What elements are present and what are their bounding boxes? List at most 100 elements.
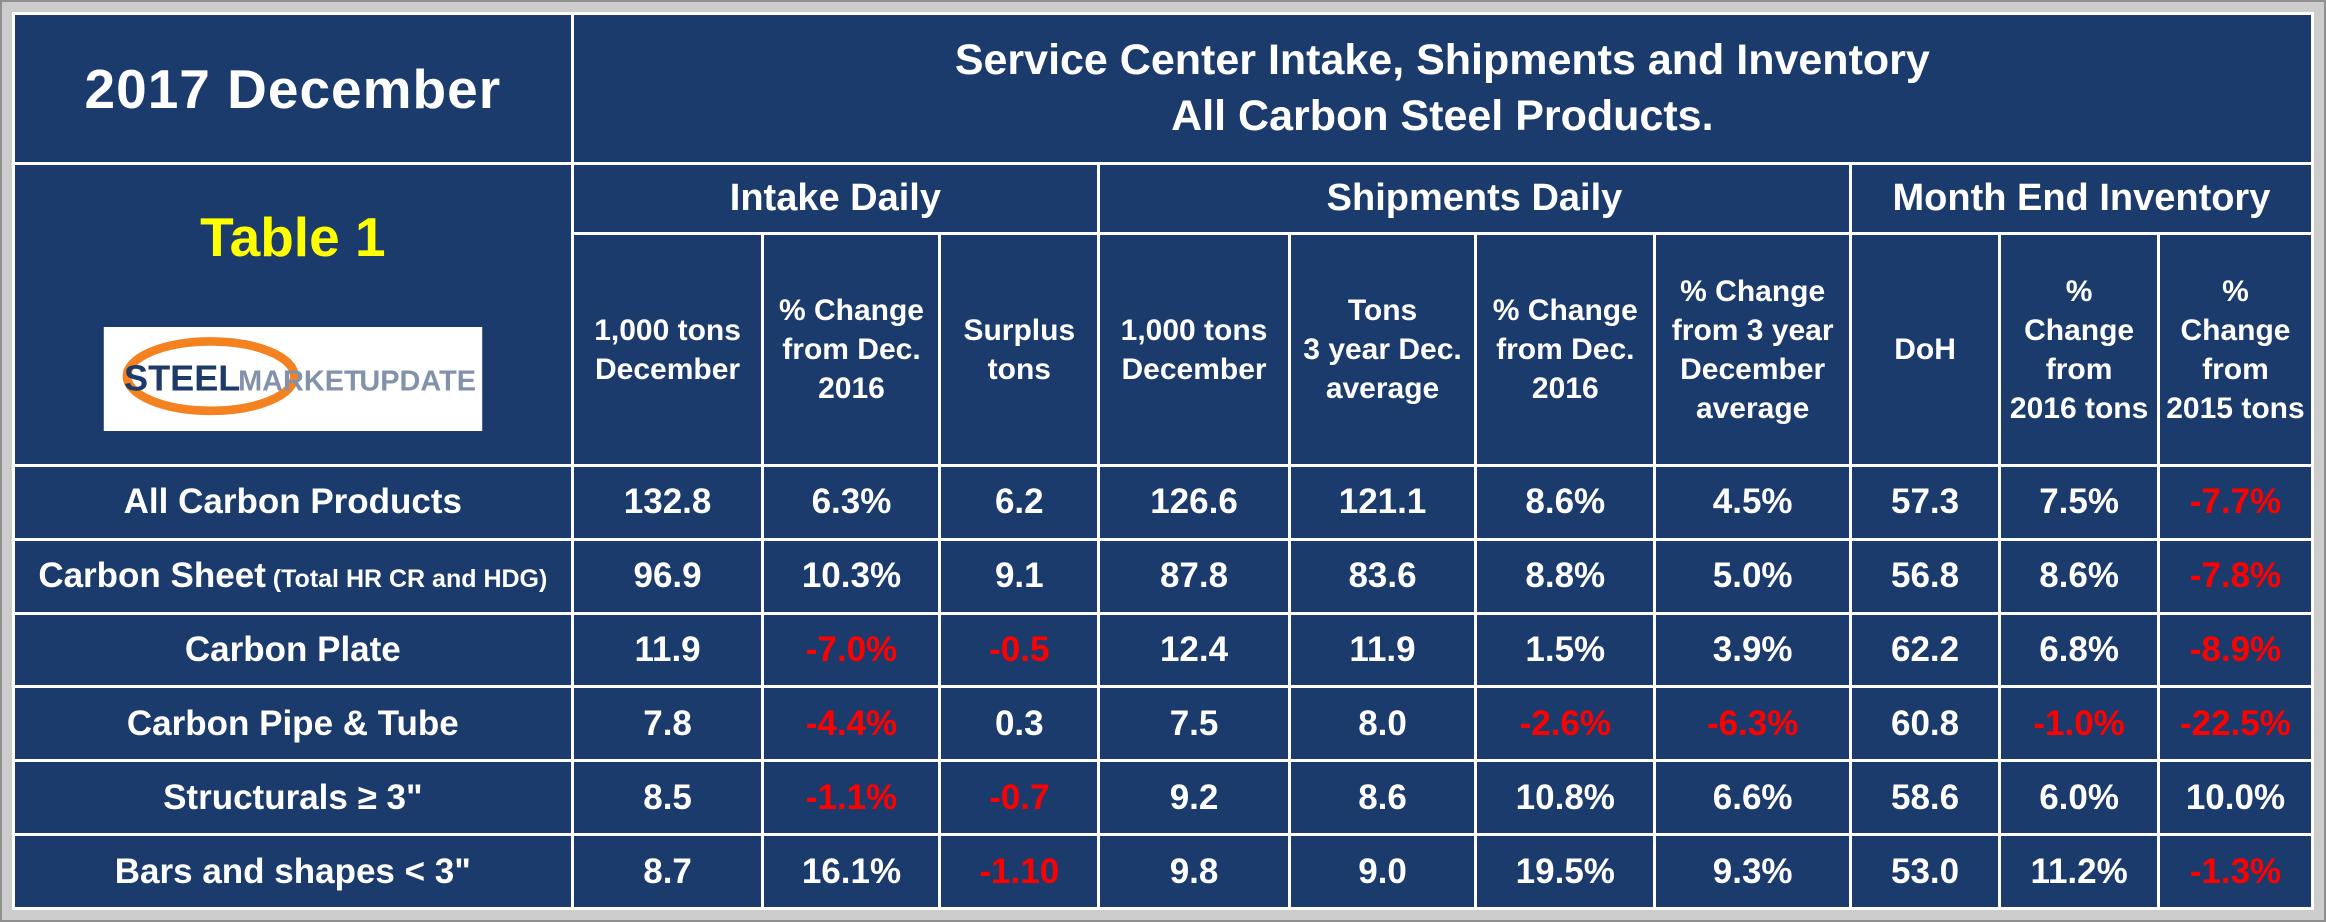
row-label: Carbon Pipe & Tube — [12, 685, 574, 763]
cell-value: 1.5% — [1474, 611, 1657, 689]
cell-value: -4.4% — [761, 685, 942, 763]
group-header-row: Table 1 STEEL MARKET UPDATE Intake Daily… — [12, 162, 2315, 467]
cell-value: 9.1 — [938, 537, 1101, 615]
column-header: % Change from Dec. 2016 — [761, 232, 942, 467]
table-row: All Carbon Products 132.8 6.3% 6.2 126.6 121.… — [12, 464, 2315, 541]
column-group-header: Month End Inventory — [1848, 162, 2315, 235]
cell-value: 0.3 — [938, 685, 1101, 763]
cell-value: 6.2 — [938, 464, 1101, 541]
cell-value: 8.7 — [570, 833, 765, 910]
cell-value: 62.2 — [1848, 611, 2002, 689]
period-cell: 2017 December — [12, 12, 574, 165]
cell-value: 5.0% — [1653, 537, 1852, 615]
column-group-header: Intake Daily — [570, 162, 1101, 235]
cell-value: 57.3 — [1848, 464, 2002, 541]
cell-value: 132.8 — [570, 464, 765, 541]
cell-value: 12.4 — [1097, 611, 1291, 689]
cell-value: -1.0% — [1998, 685, 2160, 763]
row-label: Carbon Sheet (Total HR CR and HDG) — [12, 537, 574, 615]
cell-value: 6.0% — [1998, 759, 2160, 837]
cell-value: 7.5 — [1097, 685, 1291, 763]
table-label-cell: Table 1 STEEL MARKET UPDATE — [12, 162, 574, 467]
cell-value: 58.6 — [1848, 759, 2002, 837]
cell-value: 60.8 — [1848, 685, 2002, 763]
title-row: 2017 December Service Center Intake, Shi… — [12, 12, 2315, 165]
data-table: 2017 December Service Center Intake, Shi… — [12, 12, 2315, 910]
cell-value: -0.7 — [938, 759, 1101, 837]
cell-value: 7.5% — [1998, 464, 2160, 541]
column-header: DoH — [1848, 232, 2002, 467]
cell-value: 9.0 — [1287, 833, 1478, 910]
cell-value: 10.8% — [1474, 759, 1657, 837]
logo-steel-text: STEEL — [124, 357, 240, 398]
cell-value: 6.3% — [761, 464, 942, 541]
cell-value: -1.3% — [2156, 833, 2315, 910]
cell-value: -7.8% — [2156, 537, 2315, 615]
cell-value: 6.6% — [1653, 759, 1852, 837]
column-group-header: Shipments Daily — [1097, 162, 1852, 235]
smu-logo: STEEL MARKET UPDATE — [103, 326, 483, 431]
table-row: Bars and shapes < 3" 8.7 16.1% -1.10 9.8 9.0 1… — [12, 833, 2315, 910]
column-header: % Change from Dec. 2016 — [1474, 232, 1657, 467]
column-header: Tons 3 year Dec. average — [1287, 232, 1478, 467]
title-line-2: All Carbon Steel Products. — [1171, 91, 1714, 140]
logo-swoosh-icon — [122, 336, 299, 415]
cell-value: 8.6% — [1998, 537, 2160, 615]
row-label: All Carbon Products — [12, 464, 574, 541]
title-line-1: Service Center Intake, Shipments and Inv… — [954, 35, 1930, 84]
column-header: Surplus tons — [938, 232, 1101, 467]
cell-value: 11.9 — [1287, 611, 1478, 689]
column-header-row: 1,000 tons December% Change from Dec. 20… — [14, 232, 2315, 467]
cell-value: -7.0% — [761, 611, 942, 689]
cell-value: 53.0 — [1848, 833, 2002, 910]
column-header: % Change from 2015 tons — [2156, 232, 2315, 467]
cell-value: 8.5 — [570, 759, 765, 837]
row-label: Structurals ≥ 3" — [12, 759, 574, 837]
period-label: 2017 December — [84, 57, 502, 120]
cell-value: 9.3% — [1653, 833, 1852, 910]
cell-value: -0.5 — [938, 611, 1101, 689]
column-header: 1,000 tons December — [1097, 232, 1291, 467]
cell-value: 83.6 — [1287, 537, 1478, 615]
cell-value: 19.5% — [1474, 833, 1657, 910]
cell-value: 8.6 — [1287, 759, 1478, 837]
cell-value: 16.1% — [761, 833, 942, 910]
row-label: Bars and shapes < 3" — [12, 833, 574, 910]
cell-value: 4.5% — [1653, 464, 1852, 541]
table-row: Carbon Plate 11.9 -7.0% -0.5 12.4 11.9 1.5% 3.9… — [12, 611, 2315, 689]
table-row: Carbon Pipe & Tube 7.8 -4.4% 0.3 7.5 8.0 -2.6%… — [12, 685, 2315, 763]
row-label: Carbon Plate — [12, 611, 574, 689]
cell-value: 10.3% — [761, 537, 942, 615]
cell-value: 7.8 — [570, 685, 765, 763]
table-label: Table 1 — [200, 205, 386, 268]
data-rows: All Carbon Products 132.8 6.3% 6.2 126.6 121.… — [12, 464, 2315, 910]
cell-value: 6.8% — [1998, 611, 2160, 689]
cell-value: 8.8% — [1474, 537, 1657, 615]
cell-value: 9.8 — [1097, 833, 1291, 910]
cell-value: 8.6% — [1474, 464, 1657, 541]
row-label-note: (Total HR CR and HDG) — [265, 565, 548, 594]
cell-value: 10.0% — [2156, 759, 2315, 837]
cell-value: -8.9% — [2156, 611, 2315, 689]
cell-value: 9.2 — [1097, 759, 1291, 837]
cell-value: 121.1 — [1287, 464, 1478, 541]
table-title: Service Center Intake, Shipments and Inv… — [570, 12, 2315, 165]
table-row: Carbon Sheet (Total HR CR and HDG) 96.9 10… — [12, 537, 2315, 615]
cell-value: 3.9% — [1653, 611, 1852, 689]
cell-value: 87.8 — [1097, 537, 1291, 615]
table-row: Structurals ≥ 3" 8.5 -1.1% -0.7 9.2 8.6 10.8% 6… — [12, 759, 2315, 837]
cell-value: -7.7% — [2156, 464, 2315, 541]
cell-value: 11.2% — [1998, 833, 2160, 910]
column-header: % Change from 2016 tons — [1998, 232, 2160, 467]
cell-value: 11.9 — [570, 611, 765, 689]
cell-value: 8.0 — [1287, 685, 1478, 763]
cell-value: -2.6% — [1474, 685, 1657, 763]
cell-value: 126.6 — [1097, 464, 1291, 541]
cell-value: -22.5% — [2156, 685, 2315, 763]
column-header: 1,000 tons December — [570, 232, 765, 467]
cell-value: -6.3% — [1653, 685, 1852, 763]
column-header: % Change from 3 year December average — [1653, 232, 1852, 467]
cell-value: 96.9 — [570, 537, 765, 615]
cell-value: -1.1% — [761, 759, 942, 837]
